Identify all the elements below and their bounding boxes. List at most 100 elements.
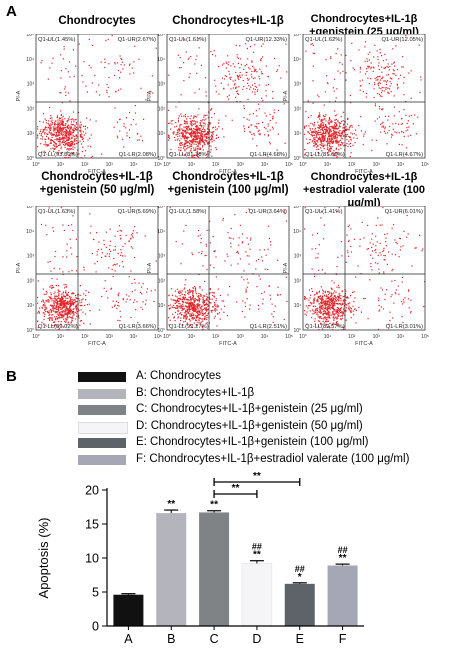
event-dot — [69, 238, 71, 240]
event-dot — [253, 134, 255, 136]
event-dot — [126, 132, 128, 134]
event-dot — [372, 66, 374, 68]
event-dot — [49, 139, 51, 141]
event-dot — [180, 304, 182, 306]
event-dot — [322, 302, 324, 304]
event-dot — [186, 316, 188, 318]
event-dot — [59, 130, 61, 132]
event-dot — [343, 295, 345, 297]
event-dot — [383, 259, 385, 261]
quadrant-label: Q1-UL(1.63%) — [38, 209, 75, 215]
event-dot — [78, 43, 80, 45]
event-dot — [342, 142, 344, 144]
event-dot — [345, 261, 347, 263]
event-dot — [55, 319, 57, 321]
event-dot — [189, 73, 191, 75]
event-dot — [319, 138, 321, 140]
event-dot — [392, 317, 394, 319]
event-dot — [76, 294, 79, 296]
event-dot — [188, 157, 190, 159]
event-dot — [72, 300, 74, 302]
event-dot — [42, 113, 45, 115]
event-dot — [75, 270, 78, 272]
event-dot — [53, 306, 55, 309]
event-dot — [330, 295, 332, 298]
event-dot — [69, 76, 71, 78]
event-dot — [332, 304, 334, 306]
event-dot — [43, 150, 45, 152]
event-dot — [349, 142, 352, 144]
event-dot — [420, 76, 422, 78]
event-dot — [255, 260, 257, 262]
event-dot — [62, 292, 64, 294]
event-dot — [172, 304, 175, 306]
quadrant-label: Q1-UR(2.67%) — [118, 37, 156, 43]
event-dot — [341, 120, 343, 122]
event-dot — [64, 308, 66, 310]
event-dot — [187, 136, 189, 138]
event-dot — [184, 148, 186, 150]
event-dot — [51, 318, 53, 320]
event-dot — [262, 303, 264, 305]
significance-label: ** — [339, 553, 347, 564]
event-dot — [58, 124, 60, 126]
event-dot — [179, 320, 182, 322]
event-dot — [333, 136, 336, 138]
event-dot — [311, 128, 314, 130]
event-dot — [189, 288, 191, 291]
event-dot — [183, 130, 185, 132]
event-dot — [76, 304, 78, 306]
event-dot — [329, 301, 331, 303]
event-dot — [193, 309, 195, 311]
event-dot — [244, 316, 246, 318]
x-tick-label: 10⁴ — [130, 162, 138, 168]
event-dot — [113, 257, 115, 260]
event-dot — [81, 305, 83, 307]
event-dot — [363, 237, 365, 239]
event-dot — [55, 299, 57, 301]
event-dot — [358, 125, 360, 127]
event-dot — [58, 313, 60, 315]
event-dot — [227, 84, 229, 86]
event-dot — [316, 232, 319, 234]
event-dot — [53, 301, 55, 303]
event-dot — [74, 126, 76, 128]
event-dot — [194, 289, 196, 291]
event-dot — [122, 266, 124, 268]
event-dot — [58, 317, 60, 319]
event-dot — [326, 302, 328, 304]
event-dot — [335, 139, 337, 141]
event-dot — [70, 321, 73, 323]
event-dot — [272, 316, 274, 318]
event-dot — [328, 141, 331, 143]
event-dot — [329, 137, 331, 139]
event-dot — [192, 131, 195, 133]
event-dot — [324, 132, 326, 134]
event-dot — [380, 123, 382, 126]
event-dot — [202, 298, 204, 300]
event-dot — [198, 299, 200, 301]
event-dot — [62, 124, 64, 126]
event-dot — [328, 135, 330, 137]
event-dot — [174, 302, 176, 304]
event-dot — [79, 129, 81, 131]
event-dot — [180, 123, 182, 126]
event-dot — [74, 119, 76, 121]
flow-plot-title-line: Chondrocytes — [58, 15, 136, 27]
event-dot — [192, 308, 195, 310]
event-dot — [114, 305, 116, 307]
event-dot — [214, 251, 216, 253]
event-dot — [58, 118, 61, 120]
event-dot — [326, 144, 329, 146]
event-dot — [359, 89, 361, 91]
event-dot — [188, 305, 190, 307]
event-dot — [134, 282, 136, 284]
event-dot — [83, 322, 85, 324]
event-dot — [65, 318, 67, 320]
event-dot — [251, 124, 253, 126]
event-dot — [388, 74, 390, 76]
event-dot — [336, 123, 338, 126]
event-dot — [346, 296, 348, 298]
event-dot — [53, 300, 55, 302]
event-dot — [325, 301, 327, 303]
